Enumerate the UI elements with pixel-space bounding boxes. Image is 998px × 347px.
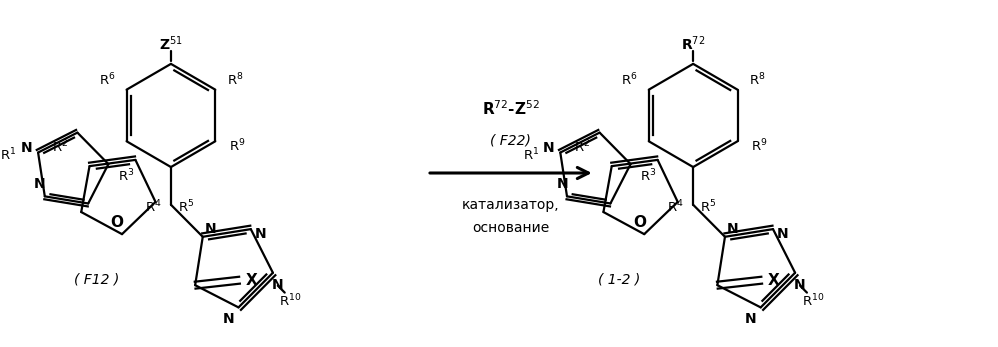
Text: R$^1$: R$^1$ xyxy=(523,146,539,163)
Text: R$^{10}$: R$^{10}$ xyxy=(801,292,824,309)
Text: X: X xyxy=(246,273,257,288)
Text: N: N xyxy=(746,312,756,326)
Text: N: N xyxy=(777,227,788,241)
Text: R$^6$: R$^6$ xyxy=(99,71,115,88)
Text: ( 1-2 ): ( 1-2 ) xyxy=(598,272,641,286)
Text: катализатор,: катализатор, xyxy=(462,198,560,212)
Text: N: N xyxy=(727,222,739,236)
Text: O: O xyxy=(633,215,646,230)
Text: R$^{72}$-Z$^{52}$: R$^{72}$-Z$^{52}$ xyxy=(482,99,540,118)
Text: N: N xyxy=(34,177,46,192)
Text: R$^8$: R$^8$ xyxy=(227,71,244,88)
Text: R$^3$: R$^3$ xyxy=(640,168,657,184)
Text: R$^9$: R$^9$ xyxy=(750,138,767,154)
Text: основание: основание xyxy=(472,221,550,235)
Text: R$^8$: R$^8$ xyxy=(748,71,765,88)
Text: R$^6$: R$^6$ xyxy=(621,71,638,88)
Text: R$^3$: R$^3$ xyxy=(118,168,135,184)
Text: N: N xyxy=(272,278,283,292)
Text: R$^2$: R$^2$ xyxy=(574,139,590,156)
Text: R$^{72}$: R$^{72}$ xyxy=(681,35,706,53)
Text: R$^1$: R$^1$ xyxy=(0,146,17,163)
Text: N: N xyxy=(254,227,266,241)
Text: R$^5$: R$^5$ xyxy=(700,198,717,215)
Text: ( F12 ): ( F12 ) xyxy=(75,272,120,286)
Text: N: N xyxy=(556,177,568,192)
Text: N: N xyxy=(205,222,217,236)
Text: R$^{10}$: R$^{10}$ xyxy=(279,292,301,309)
Text: N: N xyxy=(543,141,554,155)
Text: ( F22): ( F22) xyxy=(490,133,531,147)
Text: N: N xyxy=(794,278,805,292)
Text: O: O xyxy=(111,215,124,230)
Text: X: X xyxy=(767,273,779,288)
Text: N: N xyxy=(223,312,235,326)
Text: N: N xyxy=(21,141,32,155)
Text: R$^2$: R$^2$ xyxy=(52,139,68,156)
Text: R$^9$: R$^9$ xyxy=(229,138,246,154)
Text: R$^4$: R$^4$ xyxy=(145,198,162,215)
Text: R$^4$: R$^4$ xyxy=(667,198,684,215)
Text: Z$^{51}$: Z$^{51}$ xyxy=(159,35,183,53)
Text: R$^5$: R$^5$ xyxy=(178,198,194,215)
